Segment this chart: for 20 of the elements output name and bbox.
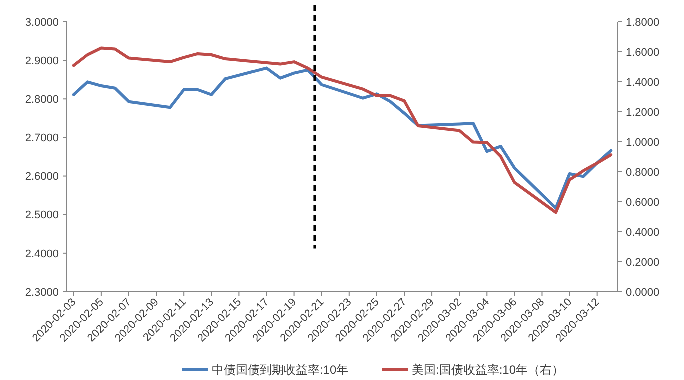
- y-tick-label: 2.7000: [25, 132, 59, 145]
- y2-tick-label: 1.0000: [626, 136, 660, 149]
- y-tick-label: 3.0000: [25, 16, 59, 29]
- y2-tick-label: 1.4000: [626, 76, 660, 89]
- y-tick-label: 2.4000: [25, 248, 59, 260]
- legend-label: 美国:国债收益率:10年（右）: [412, 363, 564, 378]
- y-tick-label: 2.3000: [25, 286, 59, 299]
- y-tick-label: 2.5000: [25, 210, 59, 222]
- y-tick-label: 2.9000: [25, 55, 59, 68]
- y-tick-label: 2.6000: [25, 171, 59, 184]
- y-tick-label: 2.8000: [25, 94, 59, 106]
- y2-tick-label: 0.8000: [626, 166, 660, 179]
- y2-tick-label: 0.6000: [626, 196, 660, 209]
- y2-tick-label: 1.6000: [626, 46, 660, 59]
- y2-tick-label: 0.0000: [626, 286, 660, 299]
- y2-tick-label: 1.2000: [626, 106, 660, 119]
- y2-tick-label: 0.4000: [626, 226, 660, 239]
- legend-label: 中债国债到期收益率:10年: [212, 363, 349, 378]
- y2-tick-label: 1.8000: [626, 16, 660, 29]
- y2-tick-label: 0.2000: [626, 256, 660, 269]
